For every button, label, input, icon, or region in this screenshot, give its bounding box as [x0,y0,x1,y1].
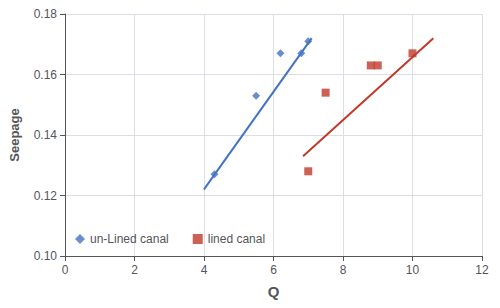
svg-text:0.12: 0.12 [34,189,58,203]
svg-text:lined canal: lined canal [208,232,265,246]
svg-text:0: 0 [62,263,69,277]
svg-text:0.14: 0.14 [34,128,58,142]
svg-text:un-Lined canal: un-Lined canal [90,232,169,246]
svg-text:6: 6 [270,263,277,277]
svg-text:12: 12 [475,263,489,277]
svg-text:4: 4 [201,263,208,277]
svg-text:0.18: 0.18 [34,7,58,21]
svg-text:2: 2 [131,263,138,277]
svg-text:0.16: 0.16 [34,68,58,82]
svg-text:Q: Q [268,283,280,300]
svg-text:0.10: 0.10 [34,249,58,263]
svg-text:10: 10 [406,263,420,277]
svg-text:8: 8 [340,263,347,277]
svg-text:Seepage: Seepage [7,108,22,161]
